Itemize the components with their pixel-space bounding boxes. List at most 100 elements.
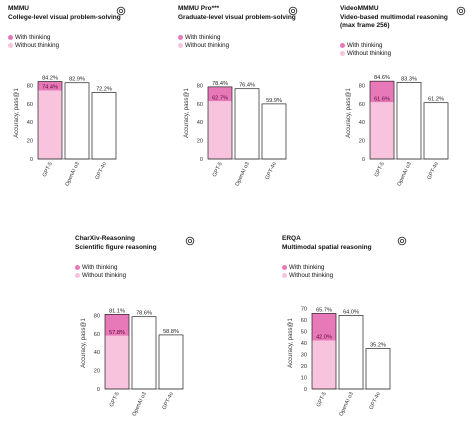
x-tick-gpt-4o: GPT-4o bbox=[95, 161, 108, 180]
bar-without-thinking bbox=[105, 335, 129, 389]
y-tick-label: 20 bbox=[197, 139, 203, 145]
legend-swatch-with bbox=[75, 264, 80, 270]
chart-title: VideoMMMU bbox=[340, 5, 379, 12]
legend-with-thinking: With thinking bbox=[282, 264, 324, 271]
legend-with-label: With thinking bbox=[15, 34, 51, 41]
y-tick-label: 80 bbox=[197, 83, 203, 89]
y-tick-label: 60 bbox=[301, 318, 307, 324]
y-tick-label: 10 bbox=[301, 376, 307, 382]
bar-without-thinking bbox=[159, 334, 183, 389]
y-tick-label: 60 bbox=[27, 102, 33, 108]
x-tick-gpt-5: GPT-5 bbox=[316, 391, 328, 408]
data-label-with: 84.2% bbox=[42, 76, 58, 82]
y-tick-label: 80 bbox=[94, 313, 100, 319]
legend-without-label: Without thinking bbox=[15, 42, 60, 49]
chart-subtitle: Scientific figure reasoning bbox=[75, 244, 157, 251]
data-label-with: 78.4% bbox=[212, 81, 228, 87]
y-tick-label: 0 bbox=[362, 157, 365, 163]
legend-without-thinking: Without thinking bbox=[340, 50, 391, 57]
legend-without-label: Without thinking bbox=[82, 272, 127, 279]
legend-without-label: Without thinking bbox=[185, 42, 230, 49]
chart-subtitle: Graduate-level visual problem-solving bbox=[178, 14, 296, 21]
legend-swatch-without bbox=[8, 42, 13, 48]
x-tick-gpt-5: GPT-5 bbox=[109, 391, 121, 408]
legend-swatch-without bbox=[282, 272, 287, 278]
legend-swatch-with bbox=[340, 42, 345, 48]
chart-panel-charxiv: CharXiv-Reasoning Scientific figure reas… bbox=[75, 235, 225, 435]
y-tick-label: 40 bbox=[27, 120, 33, 126]
legend-without-thinking: Without thinking bbox=[178, 42, 229, 49]
bar-without-thinking bbox=[92, 92, 116, 159]
bar-with-thinking bbox=[38, 81, 62, 91]
legend-swatch-without bbox=[75, 272, 80, 278]
bar-with-thinking bbox=[312, 313, 336, 341]
data-label-with: 82.9% bbox=[69, 77, 85, 83]
y-tick-label: 20 bbox=[94, 369, 100, 375]
data-label-with: 84.6% bbox=[374, 75, 390, 81]
bar-without-thinking bbox=[366, 348, 390, 389]
openai-logo-icon bbox=[185, 236, 195, 246]
bar-without-thinking bbox=[262, 103, 286, 159]
chart-title: MMMU bbox=[8, 5, 29, 12]
x-tick-gpt-5: GPT-5 bbox=[374, 161, 386, 178]
chart-panel-videommmu: VideoMMMU Video-based multimodal reasoni… bbox=[340, 5, 474, 205]
bar-with-thinking bbox=[105, 314, 129, 336]
x-tick-gpt-4o: GPT-4o bbox=[427, 161, 440, 180]
y-tick-label: 20 bbox=[359, 139, 365, 145]
chart-title: MMMU Pro*** bbox=[178, 5, 220, 12]
legend-without-thinking: Without thinking bbox=[75, 272, 126, 279]
bar-with-thinking bbox=[370, 81, 394, 103]
data-label-with: 78.6% bbox=[136, 311, 152, 317]
x-tick-gpt-4o: GPT-4o bbox=[369, 391, 382, 410]
legend-swatch-with bbox=[282, 264, 287, 270]
legend-with-thinking: With thinking bbox=[178, 34, 220, 41]
legend-without-thinking: Without thinking bbox=[8, 42, 59, 49]
legend-with-label: With thinking bbox=[289, 264, 325, 271]
data-label-without: 61.2% bbox=[428, 97, 444, 103]
data-label-without: 59.9% bbox=[266, 98, 282, 104]
bar-with-thinking bbox=[235, 88, 259, 159]
chart-title: ERQA bbox=[282, 235, 301, 242]
data-label-with: 65.7% bbox=[316, 307, 332, 313]
x-tick-openai-o3: OpenAI o3 bbox=[131, 391, 147, 417]
y-tick-label: 0 bbox=[30, 157, 33, 163]
data-label-with: 76.4% bbox=[239, 83, 255, 89]
bar-with-thinking bbox=[339, 315, 363, 389]
bar-chart-erqa: Accuracy, pass@1 0 10 20 30 40 50 60 70 65.7% 42.0… bbox=[288, 307, 391, 417]
x-tick-openai-o3: OpenAI o3 bbox=[396, 161, 412, 187]
y-axis-label: Accuracy, pass@1 bbox=[81, 318, 87, 368]
data-label-with: 83.3% bbox=[401, 76, 417, 82]
chart-panel-mmmu: MMMU College-level visual problem-solvin… bbox=[8, 5, 158, 205]
y-tick-label: 30 bbox=[301, 353, 307, 359]
bar-chart-mmmu-pro: Accuracy, pass@1 0 20 40 60 80 78.4% 62.7% GPT-5… bbox=[184, 81, 287, 187]
chart-panel-erqa: ERQA Multimodal spatial reasoning With t… bbox=[282, 235, 432, 435]
openai-logo-icon bbox=[456, 6, 466, 16]
bar-with-thinking bbox=[65, 82, 89, 159]
x-tick-gpt-4o: GPT-4o bbox=[162, 391, 175, 410]
chart-title: CharXiv-Reasoning bbox=[75, 235, 135, 242]
legend-swatch-with bbox=[8, 34, 13, 40]
y-tick-label: 50 bbox=[301, 330, 307, 336]
y-tick-label: 40 bbox=[197, 120, 203, 126]
y-tick-label: 20 bbox=[27, 139, 33, 145]
bar-with-thinking bbox=[208, 86, 232, 102]
x-tick-openai-o3: OpenAI o3 bbox=[64, 161, 80, 187]
chart-subtitle: Multimodal spatial reasoning bbox=[282, 244, 372, 251]
bar-with-thinking bbox=[397, 82, 421, 159]
y-tick-label: 40 bbox=[359, 120, 365, 126]
data-label-with: 81.1% bbox=[109, 308, 125, 314]
y-tick-label: 60 bbox=[94, 332, 100, 338]
data-label-without: 62.7% bbox=[212, 95, 228, 101]
y-tick-label: 0 bbox=[200, 157, 203, 163]
bar-without-thinking bbox=[312, 340, 336, 389]
legend-swatch-without bbox=[178, 42, 183, 48]
openai-logo-icon bbox=[397, 236, 407, 246]
x-tick-gpt-5: GPT-5 bbox=[212, 161, 224, 178]
y-tick-label: 0 bbox=[97, 387, 100, 393]
y-axis-label: Accuracy, pass@1 bbox=[346, 88, 352, 138]
legend-without-label: Without thinking bbox=[289, 272, 334, 279]
openai-logo-icon bbox=[288, 6, 298, 16]
legend-without-thinking: Without thinking bbox=[282, 272, 333, 279]
y-axis-label: Accuracy, pass@1 bbox=[184, 88, 190, 138]
y-tick-label: 20 bbox=[301, 364, 307, 370]
